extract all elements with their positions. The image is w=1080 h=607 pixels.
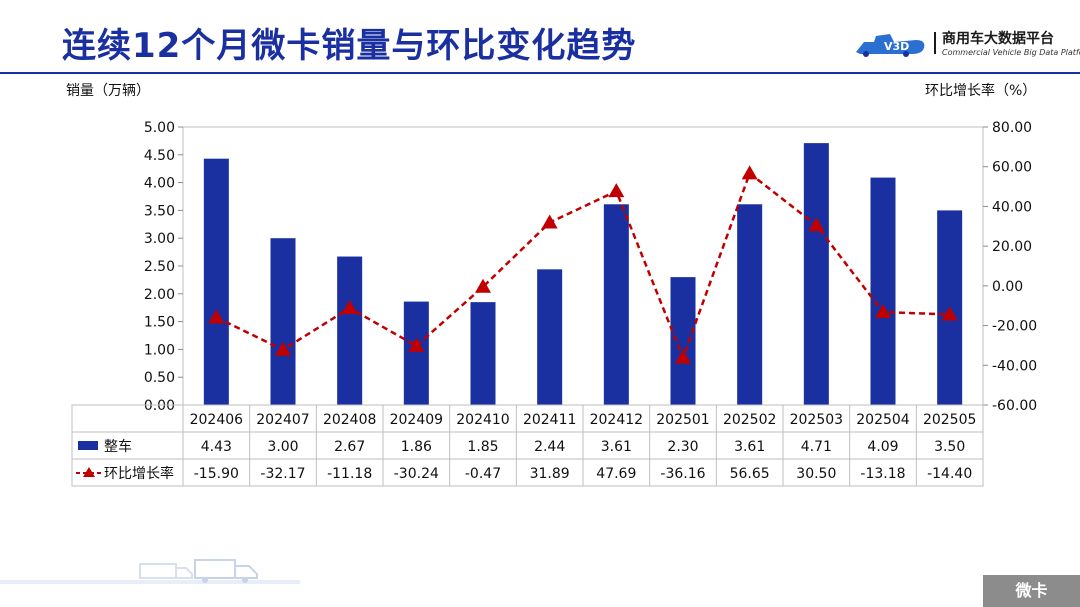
x-tick-label: 202410 bbox=[456, 412, 509, 428]
logo-name-cn: 商用车大数据平台 bbox=[942, 31, 1054, 47]
bar-data-label: 2.44 bbox=[534, 439, 565, 455]
x-tick-label: 202409 bbox=[390, 412, 443, 428]
y-tick-label: 3.50 bbox=[144, 203, 175, 219]
y2-tick-label: -40.00 bbox=[992, 358, 1037, 374]
bar-data-label: 1.85 bbox=[467, 439, 498, 455]
bar bbox=[870, 177, 896, 405]
bar bbox=[603, 204, 629, 405]
legend-line-marker bbox=[83, 467, 95, 477]
bar-data-label: 3.61 bbox=[601, 439, 632, 455]
growth-marker bbox=[675, 349, 691, 364]
y2-tick-label: 20.00 bbox=[992, 239, 1032, 255]
bar bbox=[337, 256, 363, 405]
line-data-label: 31.89 bbox=[530, 466, 570, 482]
truck-cloud-logo-icon: V3D bbox=[856, 34, 925, 57]
line-data-label: 30.50 bbox=[796, 466, 836, 482]
growth-marker bbox=[941, 306, 958, 321]
x-tick-label: 202411 bbox=[523, 412, 576, 428]
bar-data-label: 4.43 bbox=[201, 439, 232, 455]
logo-divider bbox=[934, 32, 936, 54]
line-data-label: -36.16 bbox=[660, 466, 705, 482]
page-title: 连续12个月微卡销量与环比变化趋势 bbox=[62, 26, 637, 66]
growth-marker bbox=[208, 309, 225, 324]
growth-marker bbox=[408, 337, 425, 352]
y2-tick-label: -60.00 bbox=[992, 398, 1037, 414]
bar bbox=[403, 301, 429, 405]
growth-marker bbox=[741, 165, 758, 180]
y2-tick-label: -20.00 bbox=[992, 319, 1037, 335]
growth-marker bbox=[541, 214, 558, 229]
bar bbox=[470, 302, 496, 405]
line-data-label: -15.90 bbox=[194, 466, 239, 482]
bar-data-label: 4.71 bbox=[801, 439, 832, 455]
trucks-decoration-icon bbox=[0, 559, 300, 584]
y-tick-label: 2.00 bbox=[144, 287, 175, 303]
y-tick-label: 4.50 bbox=[144, 148, 175, 164]
legend-line-label: 环比增长率 bbox=[104, 465, 174, 482]
growth-marker bbox=[808, 217, 825, 232]
logo-name-en: Commercial Vehicle Big Data Platform bbox=[942, 48, 1080, 57]
x-tick-label: 202504 bbox=[856, 412, 910, 428]
bar bbox=[270, 238, 296, 405]
line-data-label: -14.40 bbox=[927, 466, 972, 482]
x-tick-label: 202407 bbox=[256, 412, 309, 428]
bar-data-label: 3.00 bbox=[267, 439, 298, 455]
growth-marker bbox=[608, 183, 625, 198]
x-tick-label: 202406 bbox=[190, 412, 244, 428]
y-tick-label: 4.00 bbox=[144, 176, 175, 192]
line-data-label: -13.18 bbox=[860, 466, 905, 482]
y-tick-label: 5.00 bbox=[144, 120, 175, 136]
y2-tick-label: 80.00 bbox=[992, 120, 1032, 136]
x-tick-label: 202408 bbox=[323, 412, 376, 428]
bar bbox=[737, 204, 763, 405]
bar-data-label: 2.67 bbox=[334, 439, 365, 455]
y-tick-label: 1.50 bbox=[144, 315, 175, 331]
line-data-label: -0.47 bbox=[465, 466, 501, 482]
logo-mark-text: V3D bbox=[884, 40, 909, 53]
bar-data-label: 1.86 bbox=[401, 439, 432, 455]
y-tick-label: 0.50 bbox=[144, 370, 175, 386]
y-tick-label: 2.50 bbox=[144, 259, 175, 275]
data-table bbox=[71, 404, 984, 487]
brand-logo: V3D 商用车大数据平台 Commercial Vehicle Big Data… bbox=[850, 22, 1080, 66]
line-data-label: 47.69 bbox=[596, 466, 636, 482]
growth-marker bbox=[275, 341, 291, 356]
y-tick-label: 0.00 bbox=[144, 398, 175, 414]
legend-bar-swatch bbox=[78, 441, 98, 450]
x-tick-label: 202501 bbox=[656, 412, 709, 428]
line-data-label: -11.18 bbox=[327, 466, 372, 482]
x-tick-label: 202505 bbox=[923, 412, 976, 428]
bar-data-label: 3.50 bbox=[934, 439, 965, 455]
legend-bar-label: 整车 bbox=[104, 438, 132, 455]
growth-marker bbox=[475, 278, 491, 293]
segment-badge: 微卡 bbox=[983, 575, 1080, 607]
bar bbox=[803, 143, 829, 405]
bar-data-label: 4.09 bbox=[867, 439, 898, 455]
line-data-label: 56.65 bbox=[730, 466, 770, 482]
growth-marker bbox=[341, 300, 358, 315]
x-tick-label: 202502 bbox=[723, 412, 776, 428]
plot-area bbox=[182, 126, 984, 406]
bar bbox=[537, 269, 563, 405]
line-data-label: -30.24 bbox=[394, 466, 439, 482]
y2-tick-label: 0.00 bbox=[992, 279, 1023, 295]
y-axis-label: 销量（万辆） bbox=[66, 83, 150, 99]
y-tick-label: 3.00 bbox=[144, 231, 175, 247]
y-tick-label: 1.00 bbox=[144, 342, 175, 358]
y2-axis-label: 环比增长率（%） bbox=[925, 83, 1037, 99]
growth-line bbox=[215, 171, 950, 362]
y2-tick-label: 40.00 bbox=[992, 199, 1032, 215]
bar bbox=[203, 158, 229, 405]
bar-data-label: 3.61 bbox=[734, 439, 765, 455]
y2-tick-label: 60.00 bbox=[992, 160, 1032, 176]
line-data-label: -32.17 bbox=[260, 466, 305, 482]
bar bbox=[670, 277, 696, 405]
bar-data-label: 2.30 bbox=[667, 439, 698, 455]
growth-marker bbox=[875, 304, 891, 319]
x-tick-label: 202503 bbox=[790, 412, 843, 428]
x-tick-label: 202412 bbox=[590, 412, 643, 428]
title-underline bbox=[0, 72, 1080, 74]
